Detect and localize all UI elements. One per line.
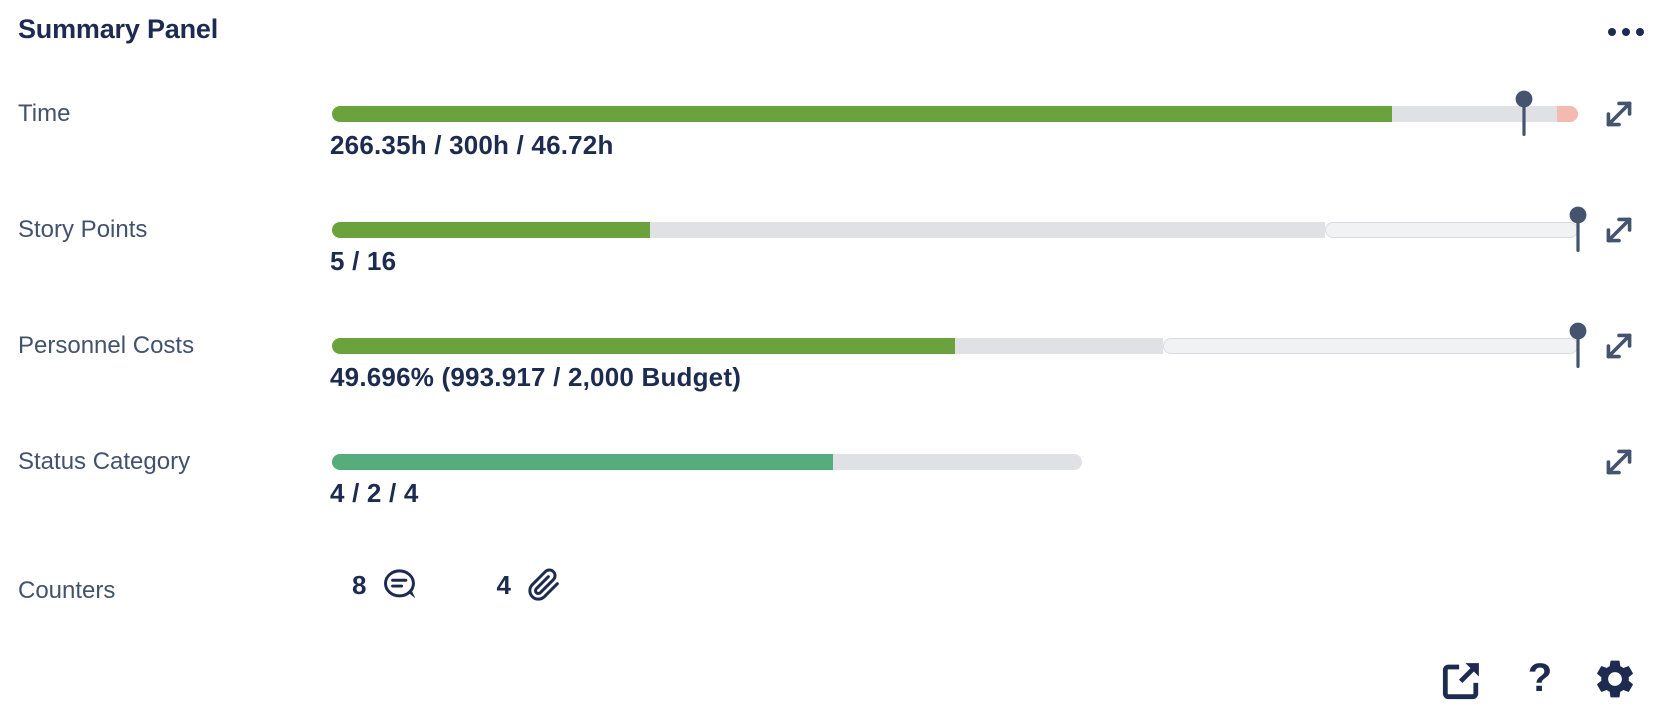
expand-row-button[interactable]	[1600, 327, 1638, 365]
metric-row-story-points: Story Points 5 / 16	[0, 206, 1666, 332]
bar-segment-total	[649, 222, 1326, 238]
row-label: Status Category	[18, 448, 191, 475]
metric-row-status-category: Status Category 4 / 2 / 4	[0, 448, 1666, 564]
bar-segment-logged	[332, 106, 1393, 122]
bar-segment-remaining	[833, 454, 1083, 470]
metric-row-personnel-costs: Personnel Costs 49.696% (993.917 / 2,000…	[0, 322, 1666, 448]
progress-bar-wrap	[332, 206, 1587, 252]
bar-segment-over-budget	[1556, 106, 1578, 122]
gear-icon	[1597, 660, 1633, 698]
row-label: Time	[18, 100, 71, 127]
row-label: Story Points	[18, 216, 148, 243]
bar-segment-scale	[1325, 222, 1578, 238]
export-button[interactable]	[1438, 656, 1486, 704]
metric-row-time: Time 266.35h / 300h / 46.72h	[0, 90, 1666, 216]
bar-segment-planned	[955, 338, 1164, 354]
row-value: 49.696% (993.917 / 2,000 Budget)	[330, 362, 742, 392]
personnel-costs-progress-bar	[332, 338, 1578, 354]
diagonal-expand-icon	[1606, 217, 1632, 243]
diagonal-expand-icon	[1606, 449, 1632, 475]
row-label: Counters	[18, 577, 116, 604]
diagonal-expand-icon	[1606, 101, 1632, 127]
more-options-button[interactable]	[1604, 24, 1648, 40]
progress-bar-wrap	[332, 90, 1578, 136]
bar-segment-completed	[332, 222, 650, 238]
settings-button[interactable]	[1590, 654, 1640, 704]
bar-segment-spent	[332, 338, 955, 354]
expand-row-button[interactable]	[1600, 443, 1638, 481]
progress-bar-wrap	[332, 322, 1587, 368]
comments-icon	[382, 568, 418, 602]
counters-row: Counters 8 4	[0, 564, 1666, 674]
expand-row-button[interactable]	[1600, 95, 1638, 133]
ellipsis-dot	[1622, 28, 1630, 36]
row-label: Personnel Costs	[18, 332, 195, 359]
expand-row-button[interactable]	[1600, 211, 1638, 249]
bar-segment-budget-scale	[1163, 338, 1578, 354]
footer-actions: ?	[0, 650, 1666, 710]
time-progress-bar	[332, 106, 1578, 122]
question-mark-icon: ?	[1527, 655, 1553, 700]
bar-segment-done	[332, 454, 834, 470]
ellipsis-dot	[1636, 28, 1644, 36]
ellipsis-dot	[1608, 28, 1616, 36]
bar-segment-remaining	[1392, 106, 1557, 122]
diagonal-expand-icon	[1606, 333, 1632, 359]
comments-count: 8	[352, 569, 367, 600]
panel-title: Summary Panel	[18, 14, 218, 44]
story-points-progress-bar	[332, 222, 1578, 238]
status-category-progress-bar	[332, 454, 1083, 470]
row-value: 5 / 16	[330, 246, 397, 276]
attachments-count: 4	[496, 569, 511, 600]
progress-bar-wrap	[332, 454, 1578, 470]
row-value: 4 / 2 / 4	[330, 478, 419, 508]
help-button[interactable]: ?	[1518, 652, 1562, 704]
row-value: 266.35h / 300h / 46.72h	[330, 130, 614, 160]
attachments-icon	[527, 568, 561, 602]
open-in-new-icon	[1442, 663, 1479, 700]
counters-items: 8 4	[352, 568, 561, 602]
